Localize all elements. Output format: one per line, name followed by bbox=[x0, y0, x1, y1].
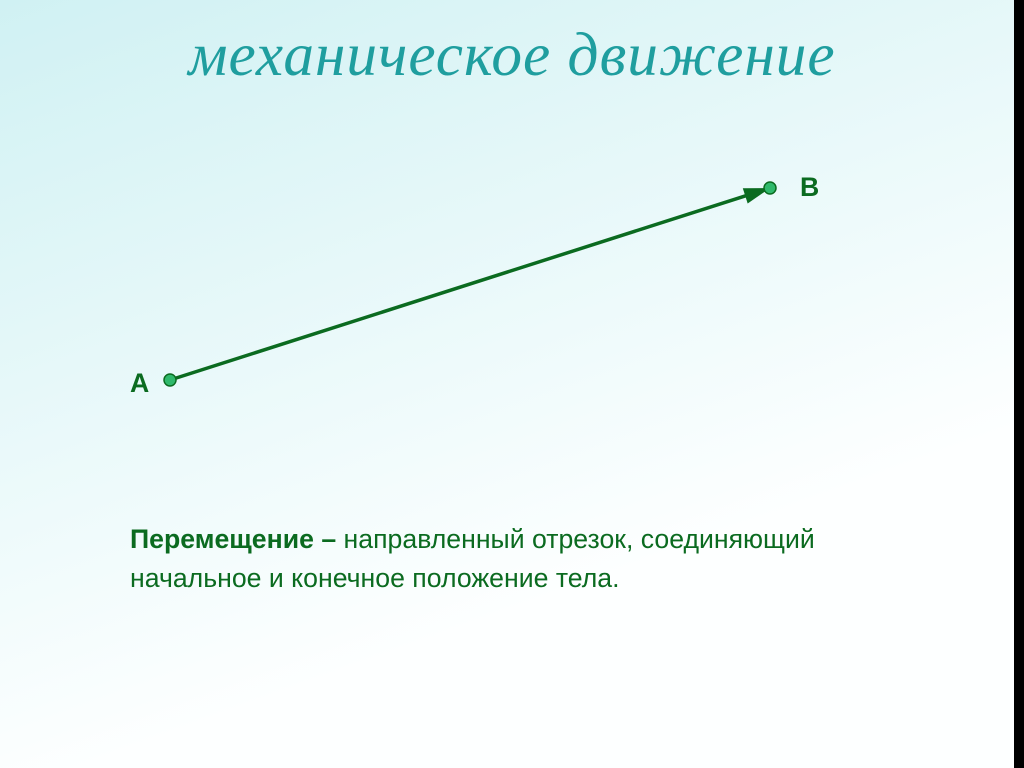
vector-diagram bbox=[0, 0, 1024, 768]
slide-title: механическое движение bbox=[0, 20, 1024, 91]
point-a-label: А bbox=[130, 368, 149, 399]
point-b-label: В bbox=[800, 172, 819, 203]
slide-right-border bbox=[1014, 0, 1024, 768]
slide-title-text: механическое движение bbox=[188, 21, 835, 89]
definition-text: Перемещение – направленный отрезок, соед… bbox=[130, 520, 910, 597]
definition-term: Перемещение – bbox=[130, 524, 336, 554]
slide: механическое движение А В Перемещение – … bbox=[0, 0, 1024, 768]
